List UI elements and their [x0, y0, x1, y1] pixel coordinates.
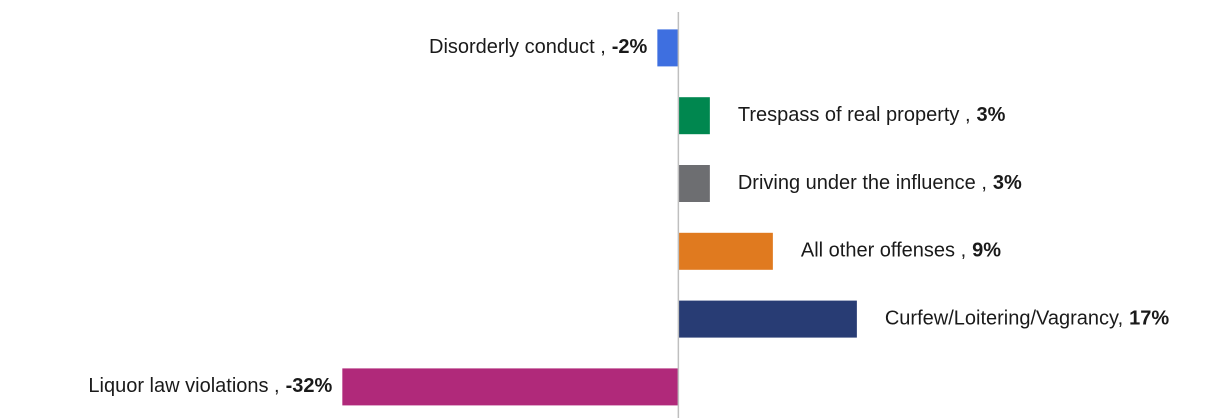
bar — [342, 368, 679, 406]
value-label: -32% — [286, 375, 333, 397]
category-label: Curfew/Loitering/Vagrancy, — [885, 307, 1123, 329]
bar — [678, 165, 710, 202]
value-label: 9% — [972, 240, 1001, 262]
bar — [678, 232, 773, 270]
category-label: Disorderly conduct , — [429, 36, 606, 58]
category-label: All other offenses , — [801, 240, 966, 262]
value-label: 3% — [977, 104, 1006, 126]
value-label: 3% — [993, 172, 1022, 194]
value-label: 17% — [1129, 307, 1169, 329]
value-label: -2% — [612, 36, 648, 58]
bar — [678, 300, 857, 338]
bar — [678, 97, 710, 135]
category-label: Driving under the influence , — [738, 172, 987, 194]
category-label: Liquor law violations , — [88, 375, 279, 397]
category-label: Trespass of real property , — [738, 104, 971, 126]
bar — [657, 29, 679, 67]
